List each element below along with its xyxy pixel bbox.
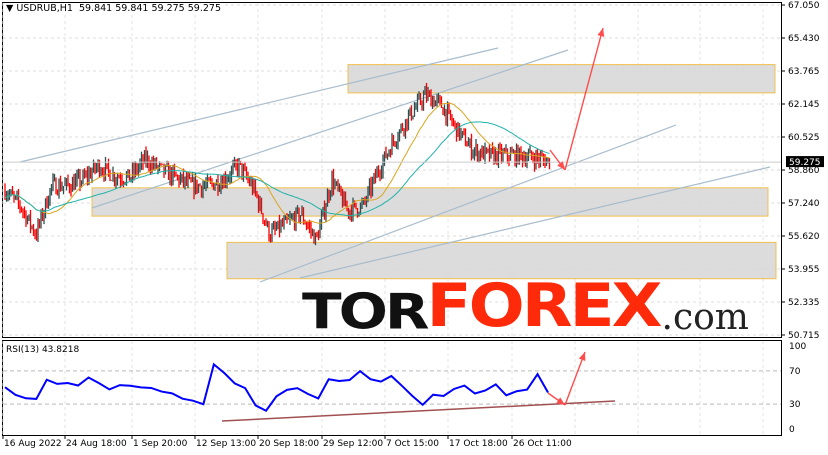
ohlc-values: 59.841 59.841 59.275 59.275 (78, 3, 221, 14)
y-tick-label: 65.430 (788, 34, 820, 44)
logo-com: .com (661, 297, 749, 338)
x-tick-label: 7 Oct 15:00 (386, 439, 439, 449)
y-tick-label: 67.050 (788, 1, 820, 11)
y-tick-label: 58.860 (788, 166, 820, 176)
y-tick-label: 60.525 (788, 133, 820, 143)
torforex-logo: TOR FOREX .com (302, 270, 749, 336)
rsi-arrow-down-head (556, 397, 565, 405)
x-tick-label: 29 Sep 12:00 (323, 439, 383, 449)
y-tick-label: 52.335 (788, 298, 820, 308)
rsi-tick-label: 100 (789, 342, 806, 352)
trendline (259, 124, 677, 283)
x-tick-label: 24 Aug 18:00 (66, 439, 127, 449)
y-tick-label: 63.765 (788, 67, 820, 77)
x-tick-label: 12 Sep 13:00 (196, 439, 256, 449)
trendline (299, 166, 771, 279)
y-tick-label: 62.145 (788, 100, 820, 110)
y-tick-label: 50.715 (788, 331, 820, 341)
rsi-tick-label: 30 (789, 400, 801, 410)
current-price-label: 59.275 (789, 158, 821, 168)
current-price-box (786, 156, 824, 168)
rsi-tick-label: 0 (789, 425, 795, 435)
moving-average-slow (4, 121, 550, 217)
chart-title: ▼ USDRUB,H1 59.841 59.841 59.275 59.275 (4, 3, 223, 14)
logo-tor: TOR (302, 282, 430, 341)
triangle-down-icon[interactable]: ▼ (6, 3, 14, 14)
rsi-line (4, 362, 549, 412)
rsi-trendline (221, 400, 616, 422)
logo-forex: FOREX (426, 271, 663, 341)
arrow-up-head (597, 28, 605, 37)
rsi-arrow-up-head (578, 352, 586, 361)
support-resistance-zone (91, 187, 769, 217)
symbol-label: USDRUB,H1 (16, 3, 73, 14)
y-tick-label: 57.240 (788, 199, 820, 209)
x-tick-label: 26 Oct 11:00 (513, 439, 572, 449)
x-tick-label: 20 Sep 18:00 (259, 439, 319, 449)
rsi-tick-label: 70 (789, 367, 801, 377)
support-resistance-zone (347, 64, 776, 94)
trendline (19, 47, 499, 163)
arrow-up (564, 27, 604, 171)
rsi-panel-frame (2, 340, 782, 436)
x-tick-label: 1 Sep 20:00 (133, 439, 188, 449)
arrow-down-head (557, 161, 565, 170)
trendline (91, 49, 569, 209)
x-tick-label: 16 Aug 2022 (4, 439, 62, 449)
y-tick-label: 53.955 (788, 265, 820, 275)
moving-average-fast (4, 102, 550, 224)
y-tick-label: 55.620 (788, 232, 820, 242)
x-tick-label: 17 Oct 18:00 (449, 439, 508, 449)
rsi-title: RSI(13) 43.8218 (6, 345, 80, 355)
rsi-arrow-up (564, 351, 586, 406)
